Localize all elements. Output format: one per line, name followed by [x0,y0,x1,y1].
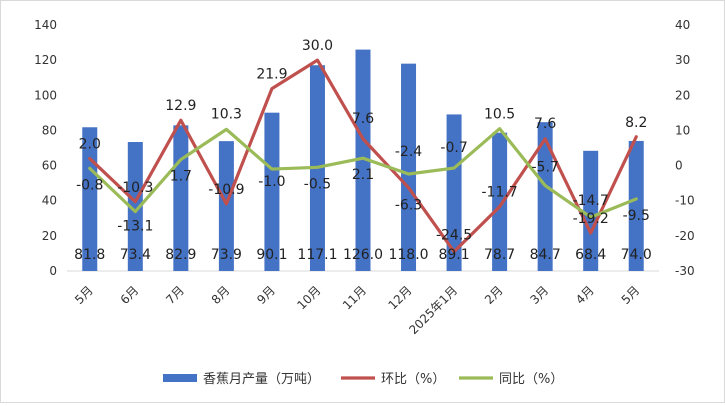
x-tick-label: 2月 [482,283,506,307]
yoy-value-label: 2.1 [352,167,374,183]
yoy-value-label: -0.8 [76,177,103,193]
x-tick-label: 9月 [254,283,278,307]
y-right-tick-label: 20 [675,88,690,102]
x-tick-label: 6月 [118,283,142,307]
x-tick-label: 4月 [573,283,597,307]
bar-value-label: 73.4 [120,247,151,263]
bar [127,142,143,271]
y-left-tick-label: 140 [34,18,57,32]
bar [583,150,599,271]
mom-value-label: -19.2 [573,211,609,227]
bar [218,141,234,271]
yoy-value-label: -5.7 [531,160,558,176]
mom-value-label: -10.3 [117,180,153,196]
y-right-tick-label: -20 [675,229,695,243]
mom-value-label: -24.5 [436,228,472,244]
y-left-tick-label: 120 [34,53,57,67]
yoy-value-label: -0.5 [304,176,331,192]
bar [355,49,371,271]
legend-label-mom: 环比（%） [381,372,445,387]
x-tick-label: 7月 [163,283,187,307]
bar-value-label: 81.8 [74,247,105,263]
bar [264,112,280,271]
x-tick-label: 5月 [72,283,96,307]
y-left-tick-label: 20 [42,229,57,243]
yoy-value-label: -0.7 [440,140,467,156]
mom-value-label: 30.0 [302,38,333,54]
bar-value-label: 118.0 [388,247,428,263]
x-tick-label: 3月 [527,283,551,307]
y-right-tick-label: -10 [675,194,695,208]
yoy-value-label: -2.4 [395,144,422,160]
x-tick-label: 12月 [385,283,414,312]
x-tick-label: 8月 [209,283,233,307]
yoy-value-label: 10.5 [484,107,515,123]
yoy-value-label: 10.3 [211,106,242,122]
y-right-tick-label: 40 [675,18,690,32]
bar-value-label: 68.4 [575,247,606,263]
bar-value-label: 73.9 [211,247,242,263]
bar-value-label: 117.1 [297,247,337,263]
y-left-tick-label: 80 [42,123,57,137]
mom-value-label: 7.6 [352,111,374,127]
x-tick-label: 10月 [294,283,323,312]
x-tick-label: 2025年1月 [406,283,460,337]
line-series-yoy [88,127,638,219]
yoy-value-label: 1.7 [170,169,192,185]
bar-value-label: 78.7 [484,247,515,263]
y-left-tick-label: 60 [42,159,57,173]
y-right-tick-label: -30 [675,264,695,278]
bar [628,140,644,271]
bar [446,114,462,271]
legend-swatch-output [163,374,197,382]
line-series-mom [88,58,638,254]
yoy-value-label: -13.1 [117,219,153,235]
y-right-tick-label: 0 [675,159,683,173]
bar-value-label: 90.1 [256,247,287,263]
bar-value-label: 74.0 [621,247,652,263]
mom-value-label: -10.9 [208,182,244,198]
y-left-tick-label: 40 [42,194,57,208]
bar-value-label: 84.7 [530,247,561,263]
y-right-tick-label: 30 [675,53,690,67]
yoy-value-label: -14.7 [573,193,609,209]
y-left-tick-label: 100 [34,88,57,102]
legend-label-output: 香蕉月产量（万吨） [203,372,320,387]
mom-value-label: 7.6 [534,116,556,132]
y-left-tick-label: 0 [49,264,57,278]
x-tick-label: 11月 [340,283,369,312]
mom-value-label: 2.0 [79,137,101,153]
bar [492,132,508,271]
legend-label-yoy: 同比（%） [499,372,563,387]
bar [537,122,553,271]
bar-value-label: 82.9 [165,247,196,263]
mom-value-label: -6.3 [395,198,422,214]
mom-value-label: 8.2 [625,115,647,131]
yoy-value-label: -9.5 [623,208,650,224]
yoy-value-label: -1.0 [258,174,285,190]
bar-value-label: 126.0 [343,247,383,263]
mom-value-label: 21.9 [256,67,287,83]
y-right-tick-label: 10 [675,123,690,137]
x-tick-label: 5月 [619,283,643,307]
mom-value-label: -11.7 [481,185,517,201]
mom-value-label: 12.9 [165,98,196,114]
bar [401,63,417,272]
bar-value-label: 89.1 [438,247,469,263]
